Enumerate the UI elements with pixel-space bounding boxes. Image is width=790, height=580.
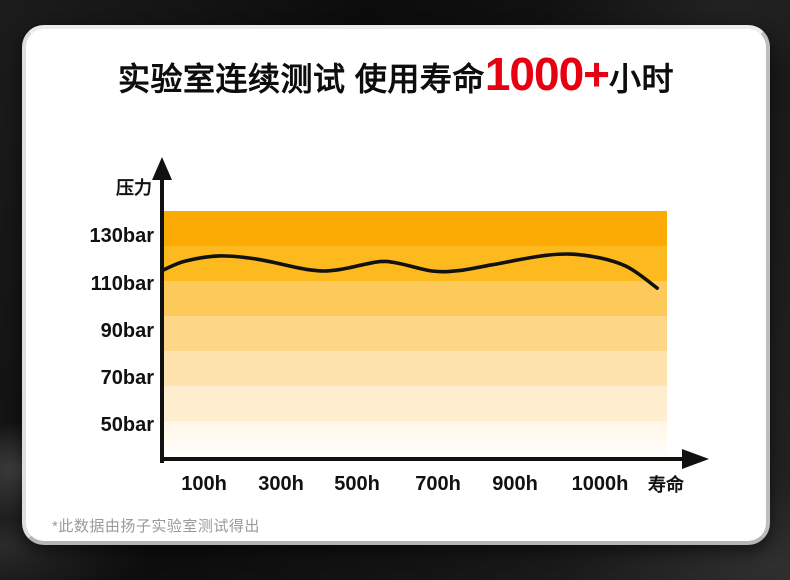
x-tick-300h: 300h xyxy=(258,473,304,495)
pressure-band xyxy=(164,281,667,316)
page-title: 实验室连续测试 使用寿命 1000+ 小时 xyxy=(26,51,766,100)
pressure-band xyxy=(164,351,667,386)
x-tick-500h: 500h xyxy=(334,473,380,495)
title-highlight: 1000+ xyxy=(484,48,610,100)
x-axis-arrow-icon xyxy=(682,449,709,469)
title-suffix: 小时 xyxy=(609,61,675,97)
footnote: *此数据由扬子实验室测试得出 xyxy=(52,518,260,535)
y-tick-50bar: 50bar xyxy=(100,414,154,436)
x-tick-700h: 700h xyxy=(415,473,461,495)
y-tick-90bar: 90bar xyxy=(100,320,154,342)
y-axis-arrow-icon xyxy=(152,157,172,180)
x-tick-900h: 900h xyxy=(492,473,538,495)
x-tick-100h: 100h xyxy=(181,473,227,495)
y-tick-110bar: 110bar xyxy=(90,273,154,295)
x-axis xyxy=(160,457,684,461)
infographic-card: 实验室连续测试 使用寿命 1000+ 小时 压力 130bar 110bar 90b… xyxy=(22,25,770,545)
title-prefix: 实验室连续测试 使用寿命 xyxy=(117,61,485,97)
pressure-band xyxy=(164,421,667,459)
y-tick-70bar: 70bar xyxy=(100,367,154,389)
y-axis xyxy=(160,177,164,463)
pressure-band xyxy=(164,246,667,281)
pressure-band xyxy=(164,386,667,421)
y-tick-130bar: 130bar xyxy=(89,225,155,247)
pressure-band xyxy=(164,211,667,246)
pressure-band xyxy=(164,316,667,351)
y-axis-title: 压力 xyxy=(116,178,152,198)
x-axis-end-label: 寿命 xyxy=(648,475,684,495)
x-tick-1000h: 1000h xyxy=(571,473,629,495)
